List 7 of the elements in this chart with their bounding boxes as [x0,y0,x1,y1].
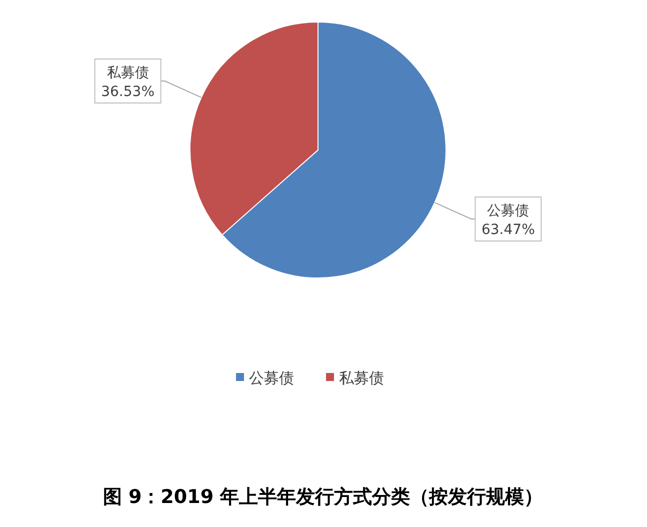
slice-label: 私募债 [106,65,149,82]
legend-label: 私募债 [339,369,384,387]
legend-label: 公募债 [249,369,294,387]
text: 图 9：2019 年上半年发行方式分类（按发行规模） [102,486,544,508]
slice-label: 公募债 [487,202,530,219]
data-label: 63.47% [481,222,535,238]
data-label: 36.53% [101,84,155,100]
